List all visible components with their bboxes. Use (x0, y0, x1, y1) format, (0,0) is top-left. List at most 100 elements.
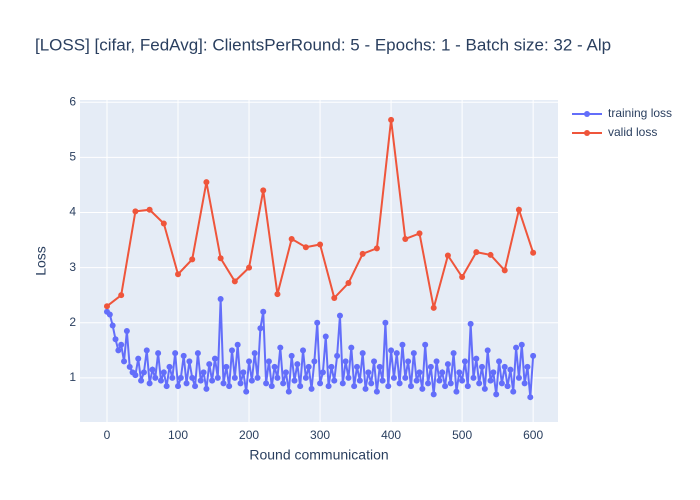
data-point (510, 388, 517, 395)
data-point (513, 344, 520, 351)
data-point (504, 383, 511, 390)
data-point (305, 363, 312, 370)
data-point (388, 116, 395, 123)
data-point (450, 350, 457, 357)
data-point (123, 328, 130, 335)
data-point (382, 319, 389, 326)
data-point (288, 352, 295, 359)
data-point (322, 333, 329, 340)
data-point (160, 220, 167, 227)
data-point (183, 380, 190, 387)
data-point (496, 358, 503, 365)
data-point (515, 206, 522, 213)
data-point (334, 352, 341, 359)
data-point (402, 235, 409, 242)
data-point (291, 377, 298, 384)
data-point (163, 383, 170, 390)
data-point (527, 394, 534, 401)
data-point (461, 358, 468, 365)
data-point (345, 280, 352, 287)
data-point (390, 374, 397, 381)
data-point (479, 363, 486, 370)
data-point (379, 377, 386, 384)
data-point (118, 341, 125, 348)
data-point (393, 350, 400, 357)
data-point (265, 358, 272, 365)
data-point (231, 278, 238, 285)
x-axis-title: Round communication (249, 447, 388, 463)
x-tick-label: 600 (523, 428, 543, 442)
data-point (274, 374, 281, 381)
data-point (501, 363, 508, 370)
data-point (348, 344, 355, 351)
data-point (371, 358, 378, 365)
data-point (430, 391, 437, 398)
data-point (328, 363, 335, 370)
data-point (331, 294, 338, 301)
data-point (211, 355, 218, 362)
data-point (422, 341, 429, 348)
data-point (260, 308, 267, 315)
data-point (467, 320, 474, 327)
chart-title: [LOSS] [cifar, FedAvg]: ClientsPerRound:… (35, 35, 611, 54)
data-point (282, 369, 289, 376)
data-point (203, 385, 210, 392)
data-point (302, 374, 309, 381)
data-point (157, 377, 164, 384)
y-tick-label: 5 (69, 150, 76, 164)
data-point (464, 383, 471, 390)
y-tick-label: 4 (69, 205, 76, 219)
data-point (331, 377, 338, 384)
data-point (419, 385, 426, 392)
data-point (186, 358, 193, 365)
legend-marker (584, 111, 590, 117)
data-point (373, 245, 380, 252)
data-point (143, 347, 150, 354)
data-point (192, 383, 199, 390)
data-point (200, 369, 207, 376)
data-point (294, 361, 301, 368)
data-point (425, 380, 432, 387)
data-point (311, 358, 318, 365)
data-point (243, 388, 250, 395)
data-point (118, 292, 125, 299)
data-point (135, 355, 142, 362)
data-point (444, 361, 451, 368)
data-point (260, 187, 267, 194)
data-point (476, 380, 483, 387)
data-point (447, 380, 454, 387)
data-point (453, 388, 460, 395)
data-point (300, 347, 307, 354)
data-point (473, 355, 480, 362)
x-tick-label: 500 (452, 428, 472, 442)
data-point (518, 341, 525, 348)
data-point (146, 380, 153, 387)
data-point (336, 312, 343, 319)
data-point (297, 383, 304, 390)
data-point (152, 374, 159, 381)
data-point (365, 369, 372, 376)
data-point (530, 249, 537, 256)
data-point (484, 347, 491, 354)
data-point (470, 374, 477, 381)
data-point (209, 377, 216, 384)
data-point (274, 291, 281, 298)
data-point (263, 380, 270, 387)
data-point (220, 380, 227, 387)
data-point (302, 244, 309, 251)
data-point (246, 264, 253, 271)
data-point (203, 179, 210, 186)
data-point (138, 377, 145, 384)
data-point (140, 369, 147, 376)
data-point (160, 369, 167, 376)
x-tick-label: 0 (104, 428, 111, 442)
data-point (459, 377, 466, 384)
data-point (427, 363, 434, 370)
data-point (524, 363, 531, 370)
data-point (442, 383, 449, 390)
data-point (180, 352, 187, 359)
data-point (359, 350, 366, 357)
data-point (248, 377, 255, 384)
data-point (175, 383, 182, 390)
